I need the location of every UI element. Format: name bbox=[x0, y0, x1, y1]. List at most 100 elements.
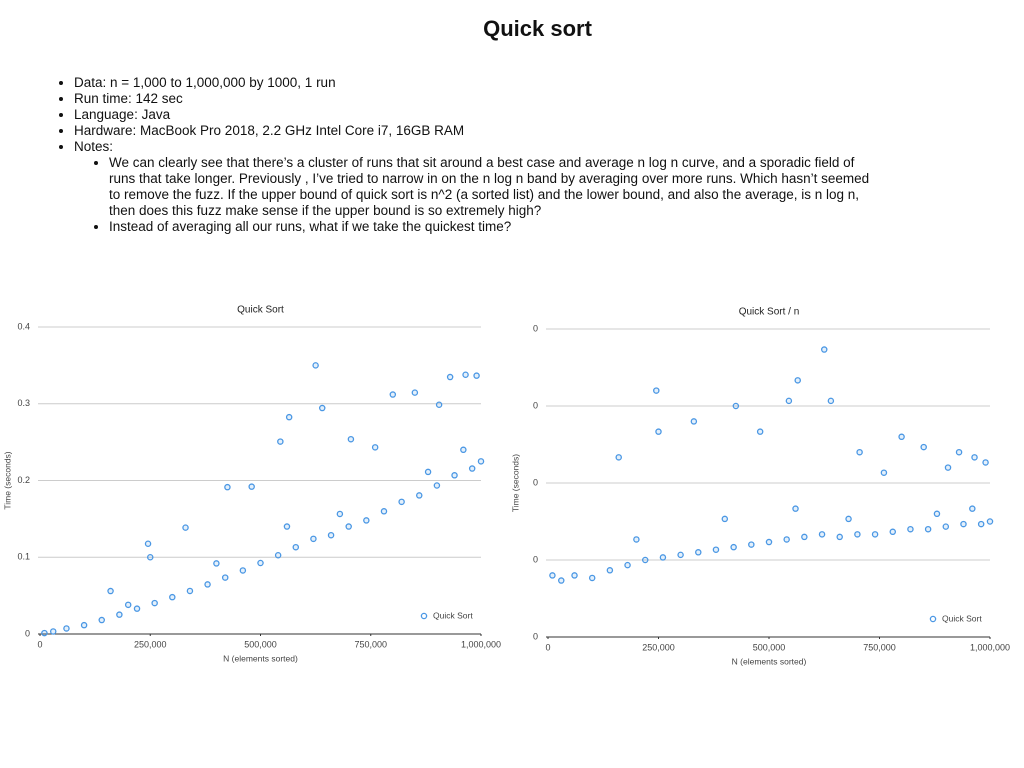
point bbox=[880, 469, 888, 476]
legend-marker bbox=[929, 615, 937, 623]
point bbox=[969, 505, 976, 512]
point bbox=[389, 391, 397, 398]
point bbox=[856, 448, 863, 456]
point bbox=[712, 546, 720, 553]
chart-title: Quick Sort / n bbox=[739, 307, 800, 318]
point bbox=[292, 543, 300, 551]
point bbox=[783, 536, 790, 543]
point bbox=[898, 433, 905, 441]
point bbox=[871, 531, 879, 538]
point bbox=[982, 459, 989, 466]
point bbox=[63, 625, 70, 632]
point bbox=[748, 541, 755, 548]
x-tick-label: 250,000 bbox=[134, 639, 167, 649]
point bbox=[606, 567, 614, 574]
bullet-text: Notes: bbox=[74, 139, 114, 154]
point bbox=[144, 540, 152, 547]
note: We can clearly see that there’s a cluste… bbox=[109, 155, 874, 219]
point bbox=[318, 404, 326, 412]
point bbox=[821, 346, 828, 353]
point bbox=[977, 520, 985, 528]
point bbox=[653, 387, 660, 394]
x-tick-label: 0 bbox=[545, 642, 550, 652]
bullet: Hardware: MacBook Pro 2018, 2.2 GHz Inte… bbox=[74, 123, 894, 139]
chart-title: Quick Sort bbox=[237, 305, 284, 316]
point bbox=[151, 599, 158, 607]
point bbox=[558, 577, 565, 584]
y-tick-label: 0 bbox=[533, 323, 538, 333]
point bbox=[257, 559, 264, 567]
point bbox=[186, 587, 194, 595]
point bbox=[336, 510, 344, 518]
point bbox=[477, 458, 485, 465]
y-tick-label: 0 bbox=[533, 477, 538, 487]
note-list: We can clearly see that there’s a cluste… bbox=[109, 155, 874, 235]
point bbox=[146, 554, 154, 561]
point bbox=[732, 402, 740, 410]
point bbox=[248, 483, 255, 490]
point bbox=[624, 561, 631, 569]
note: Instead of averaging all our runs, what … bbox=[109, 219, 874, 235]
point bbox=[854, 531, 861, 538]
bullet: Language: Java bbox=[74, 107, 894, 123]
point bbox=[836, 533, 843, 541]
point bbox=[730, 543, 737, 551]
point bbox=[41, 629, 48, 637]
point bbox=[942, 523, 950, 530]
point bbox=[756, 428, 764, 435]
point bbox=[818, 531, 826, 538]
point bbox=[659, 554, 667, 561]
y-tick-label: 0 bbox=[533, 631, 538, 641]
point bbox=[380, 508, 388, 515]
point bbox=[468, 465, 476, 472]
point bbox=[655, 428, 662, 435]
point bbox=[345, 523, 352, 530]
point bbox=[960, 520, 967, 528]
point bbox=[133, 605, 141, 612]
point bbox=[794, 377, 801, 384]
x-tick-label: 500,000 bbox=[244, 639, 277, 649]
point bbox=[792, 505, 799, 512]
point bbox=[955, 448, 963, 456]
y-tick-label: 0 bbox=[533, 400, 538, 410]
point bbox=[571, 572, 578, 579]
point bbox=[411, 389, 419, 396]
x-tick-label: 750,000 bbox=[354, 639, 387, 649]
point bbox=[845, 515, 852, 523]
point bbox=[933, 510, 941, 518]
point bbox=[283, 523, 291, 530]
y-tick-label: 0.4 bbox=[17, 321, 30, 331]
point bbox=[327, 531, 335, 539]
point bbox=[435, 401, 443, 408]
bullet: Run time: 142 sec bbox=[74, 91, 894, 107]
point bbox=[785, 397, 793, 405]
point bbox=[633, 536, 640, 543]
point bbox=[398, 498, 405, 506]
bullet: Notes: We can clearly see that there’s a… bbox=[74, 139, 894, 235]
point bbox=[239, 567, 247, 574]
point bbox=[124, 601, 132, 609]
point bbox=[49, 628, 57, 635]
point bbox=[424, 468, 432, 476]
bullet-list: Data: n = 1,000 to 1,000,000 by 1000, 1 … bbox=[74, 75, 894, 235]
y-axis-title: Time (seconds) bbox=[510, 454, 520, 512]
point bbox=[169, 593, 176, 601]
point bbox=[347, 435, 355, 443]
point bbox=[107, 587, 114, 595]
point bbox=[801, 533, 808, 541]
point bbox=[460, 446, 467, 454]
point bbox=[695, 549, 702, 556]
y-axis-title: Time (seconds) bbox=[2, 451, 12, 509]
point bbox=[277, 438, 284, 445]
x-tick-label: 250,000 bbox=[642, 642, 675, 652]
point bbox=[446, 373, 454, 381]
x-tick-label: 1,000,000 bbox=[461, 639, 501, 649]
y-tick-label: 0 bbox=[533, 554, 538, 564]
point bbox=[924, 525, 932, 533]
point bbox=[690, 418, 698, 425]
point bbox=[451, 472, 458, 479]
point bbox=[433, 482, 441, 489]
point bbox=[363, 517, 370, 524]
point bbox=[224, 483, 231, 491]
